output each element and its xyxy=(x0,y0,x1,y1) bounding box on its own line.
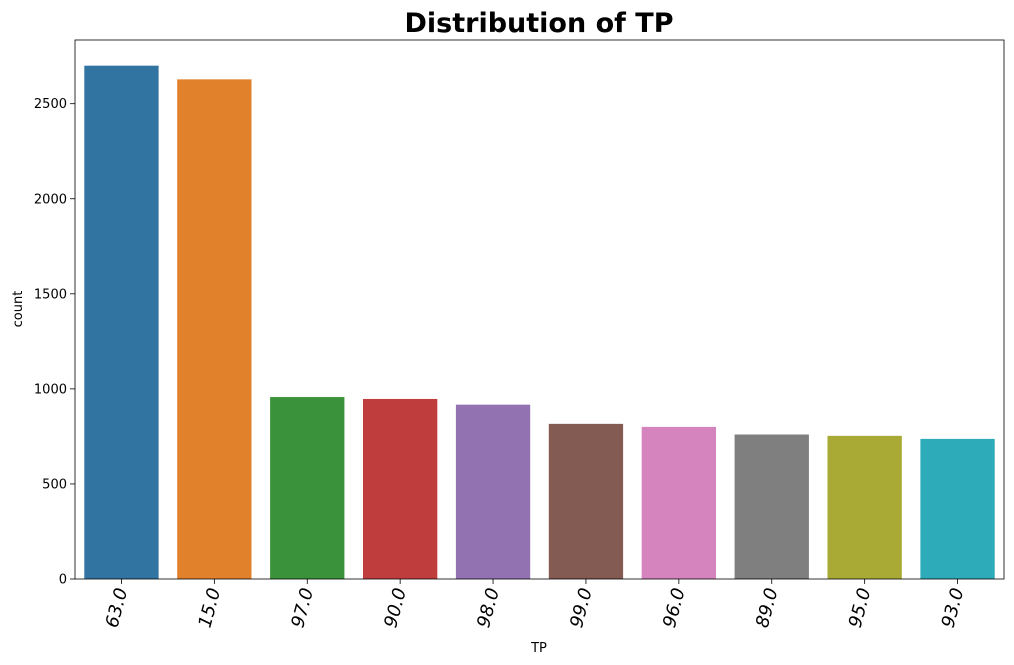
bar-96.0 xyxy=(641,426,717,579)
bar-89.0 xyxy=(734,434,809,579)
y-tick-label: 2500 xyxy=(34,97,67,112)
bar-63.0 xyxy=(84,65,159,579)
x-tick-label: 15.0 xyxy=(195,586,226,630)
chart-title: Distribution of TP xyxy=(405,8,674,39)
y-axis-ticks: 0 500 1000 1500 2000 2500 xyxy=(34,97,75,588)
x-axis-label: TP xyxy=(530,641,547,656)
bar-90.0 xyxy=(362,398,438,579)
bar-99.0 xyxy=(548,423,624,579)
x-tick-label: 90.0 xyxy=(380,586,411,630)
y-tick-label: 500 xyxy=(42,477,67,492)
y-tick-label: 2000 xyxy=(34,192,67,207)
bar-98.0 xyxy=(455,404,531,579)
x-tick-label: 63.0 xyxy=(102,586,133,630)
x-tick-label: 98.0 xyxy=(473,586,504,630)
bars-group xyxy=(84,65,995,579)
x-tick-label: 97.0 xyxy=(287,586,318,630)
bar-15.0 xyxy=(177,79,252,579)
x-tick-label: 93.0 xyxy=(938,586,969,630)
y-tick-label: 0 xyxy=(59,573,67,588)
bar-97.0 xyxy=(270,397,345,579)
x-axis-ticks: 63.0 15.0 97.0 90.0 98.0 99.0 96.0 89.0 95.0 93.0 xyxy=(102,579,969,630)
bar-93.0 xyxy=(920,438,995,579)
x-tick-label: 96.0 xyxy=(659,586,690,630)
x-tick-label: 99.0 xyxy=(566,586,597,630)
y-tick-label: 1500 xyxy=(34,287,67,302)
plot-frame xyxy=(74,39,1005,580)
x-tick-label: 95.0 xyxy=(845,586,876,630)
y-axis-label: count xyxy=(11,291,26,328)
bar-95.0 xyxy=(827,435,902,579)
x-tick-label: 89.0 xyxy=(752,586,783,630)
y-tick-label: 1000 xyxy=(34,382,67,397)
